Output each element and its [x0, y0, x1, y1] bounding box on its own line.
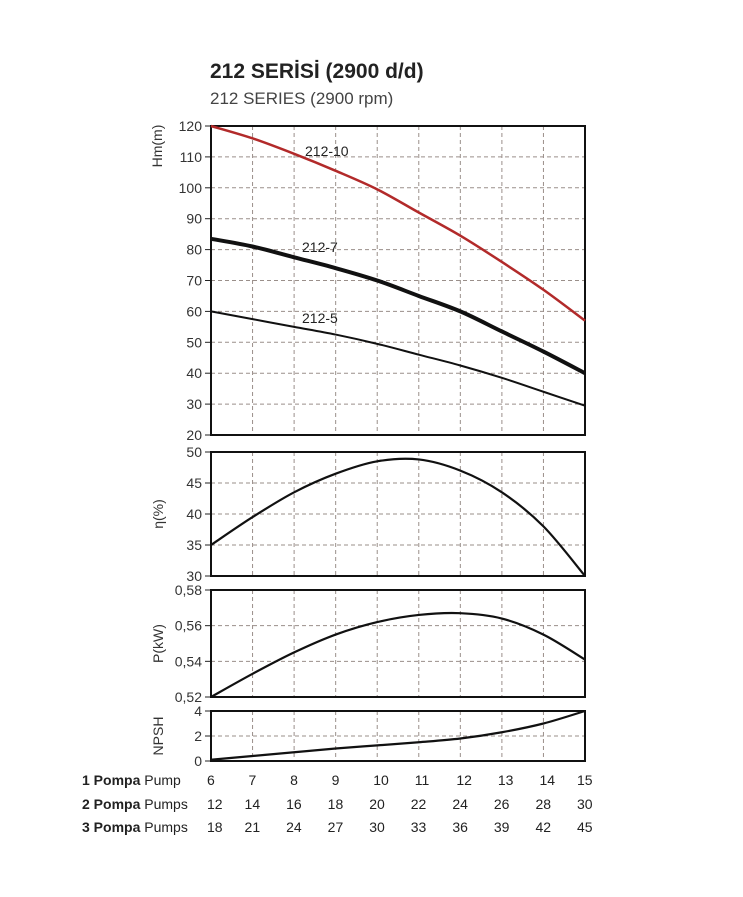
y-tick-label: 50 [186, 444, 202, 460]
x-tick-label: 10 [373, 772, 389, 788]
series-label: 212-10 [305, 143, 349, 159]
x-tick-label: 33 [410, 819, 427, 835]
y-tick-label: 40 [186, 365, 202, 381]
panel-1: 30 35 40 45 50 η(%) [150, 444, 586, 584]
x-tick-label: 36 [452, 819, 468, 835]
y-tick-label: 70 [186, 273, 202, 289]
row-label-text: Pumps [140, 819, 188, 835]
x-tick-label: 6 [207, 772, 215, 788]
x-tick-label: 13 [497, 772, 514, 788]
panel-0: 20 30 40 50 60 70 80 90 100 110 120 Hm(m) 212-10 212-… [149, 118, 586, 443]
x-tick-label: 22 [410, 796, 427, 812]
row-label-bold: 1 Pompa [82, 772, 141, 788]
y-tick-label: 80 [186, 242, 202, 258]
series-label: 212-7 [302, 239, 338, 255]
y-tick-label: 4 [194, 703, 202, 719]
row-label-bold: 3 Pompa [82, 819, 141, 835]
x-tick-label: 20 [369, 796, 385, 812]
x-tick-label: 18 [327, 796, 344, 812]
row-label: 3 Pompa Pumps [82, 819, 188, 835]
series-line-212-7 [210, 236, 586, 375]
y-axis-label: η(%) [150, 499, 166, 529]
chart-title: 212 SERİSİ (2900 d/d) [210, 60, 424, 83]
series-line-power [210, 611, 586, 698]
y-tick-label: 0 [194, 753, 202, 769]
y-tick-label: 45 [186, 475, 202, 491]
x-tick-label: 16 [286, 796, 302, 812]
x-tick-label: 18 [207, 819, 223, 835]
x-tick-label: 14 [539, 772, 556, 788]
x-tick-label: 39 [493, 819, 510, 835]
y-tick-label: 30 [186, 568, 202, 584]
x-tick-label: 26 [493, 796, 510, 812]
x-tick-label: 9 [331, 772, 340, 788]
x-tick-label: 45 [577, 819, 593, 835]
y-tick-label: 35 [186, 537, 202, 553]
series-line-npsh [210, 709, 586, 761]
y-tick-label: 20 [186, 427, 202, 443]
row-label-text: Pump [140, 772, 181, 788]
y-tick-label: 60 [186, 303, 202, 319]
y-axis-label: P(kW) [150, 624, 166, 663]
x-tick-label: 8 [290, 772, 298, 788]
plot-frame [210, 710, 586, 762]
y-tick-label: 0,56 [175, 618, 202, 634]
x-tick-label: 30 [577, 796, 593, 812]
y-tick-label: 0,54 [175, 653, 202, 669]
chart-subtitle: 212 SERIES (2900 rpm) [210, 89, 394, 108]
x-tick-label: 12 [207, 796, 223, 812]
y-axis-label: NPSH [150, 717, 166, 756]
y-axis-label: Hm(m) [149, 125, 165, 168]
row-label-bold: 2 Pompa [82, 796, 141, 812]
y-tick-label: 0,52 [175, 689, 202, 705]
row-label-text: Pumps [140, 796, 188, 812]
y-tick-label: 2 [194, 728, 202, 744]
y-tick-label: 90 [186, 211, 202, 227]
x-tick-label: 21 [244, 819, 261, 835]
series-line-efficiency [210, 457, 586, 577]
x-tick-label: 12 [456, 772, 472, 788]
x-tick-label: 7 [248, 772, 257, 788]
panel-3: 0 2 4 NPSH [150, 703, 586, 769]
x-tick-label: 28 [535, 796, 552, 812]
series-line-212-10 [210, 124, 586, 322]
x-tick-label: 24 [286, 819, 302, 835]
x-tick-label: 14 [244, 796, 261, 812]
x-tick-label: 15 [577, 772, 593, 788]
x-tick-label: 42 [535, 819, 552, 835]
y-tick-label: 100 [179, 180, 203, 196]
plot-frame [210, 589, 586, 698]
series-line-212-5 [210, 310, 586, 407]
y-tick-label: 40 [186, 506, 202, 522]
plot-frame [210, 125, 586, 436]
x-tick-label: 11 [414, 772, 430, 788]
y-tick-label: 30 [186, 396, 202, 412]
row-label: 1 Pompa Pump [82, 772, 181, 788]
y-tick-label: 50 [186, 334, 202, 350]
x-tick-label: 24 [452, 796, 468, 812]
panel-2: 0,52 0,54 0,56 0,58 P(kW) [150, 582, 586, 705]
y-tick-label: 0,58 [175, 582, 202, 598]
series-label: 212-5 [302, 310, 338, 326]
x-tick-label: 30 [369, 819, 385, 835]
plot-frame [210, 451, 586, 577]
y-tick-label: 110 [180, 149, 203, 165]
row-label: 2 Pompa Pumps [82, 796, 188, 812]
x-tick-label: 27 [327, 819, 344, 835]
y-tick-label: 120 [179, 118, 203, 134]
